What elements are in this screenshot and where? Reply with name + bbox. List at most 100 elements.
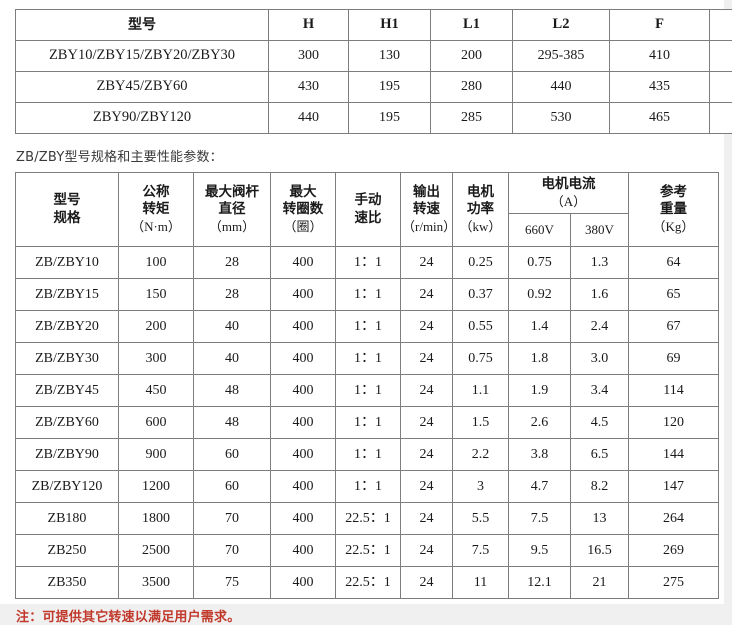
dimensions-cell-f: 435 [610, 72, 710, 103]
performance-header-turns-line1: 最大 [272, 184, 334, 202]
dimensions-cell-f: 465 [610, 103, 710, 134]
perf-cell-current-380v: 2.4 [571, 311, 629, 343]
perf-cell-weight: 264 [629, 503, 719, 535]
dimensions-header-f: F [610, 10, 710, 41]
perf-cell-weight: 120 [629, 407, 719, 439]
dimensions-cell-phid: 350 [710, 41, 732, 72]
performance-header-torque-line2: 转矩 [120, 201, 192, 219]
perf-cell-stem: 70 [194, 535, 271, 567]
table-row: ZBY90/ZBY120 440 195 285 530 465 500 [16, 103, 732, 134]
dimensions-cell-model: ZBY10/ZBY15/ZBY20/ZBY30 [16, 41, 269, 72]
performance-header-ratio-line1: 手动 [337, 192, 399, 210]
performance-header-current-unit: （A） [510, 194, 627, 211]
perf-cell-power: 0.55 [453, 311, 509, 343]
dimensions-cell-h: 300 [269, 41, 349, 72]
performance-header-power-line2: 功率 [454, 201, 507, 219]
perf-cell-turns: 400 [271, 343, 336, 375]
perf-cell-turns: 400 [271, 375, 336, 407]
perf-cell-current-380v: 21 [571, 567, 629, 599]
perf-cell-power: 0.37 [453, 279, 509, 311]
performance-header-torque: 公称 转矩 （N·m） [119, 173, 194, 247]
performance-header-380v-label: 380V [585, 222, 614, 237]
dimensions-cell-model: ZBY90/ZBY120 [16, 103, 269, 134]
performance-header-speed-line2: 转速 [402, 201, 451, 219]
perf-cell-current-380v: 3.4 [571, 375, 629, 407]
perf-cell-turns: 400 [271, 439, 336, 471]
dimensions-cell-f: 410 [610, 41, 710, 72]
performance-header-output-speed: 输出 转速 （r/min） [401, 173, 453, 247]
perf-cell-ratio: 1：1 [336, 311, 401, 343]
perf-cell-torque: 600 [119, 407, 194, 439]
table-row: ZBY10/ZBY15/ZBY20/ZBY30 300 130 200 295-… [16, 41, 732, 72]
perf-cell-speed: 24 [401, 247, 453, 279]
performance-header-660v-label: 660V [525, 222, 554, 237]
dimensions-cell-h: 430 [269, 72, 349, 103]
perf-cell-stem: 48 [194, 407, 271, 439]
perf-cell-speed: 24 [401, 439, 453, 471]
perf-cell-ratio: 22.5：1 [336, 503, 401, 535]
perf-cell-turns: 400 [271, 311, 336, 343]
perf-cell-weight: 64 [629, 247, 719, 279]
performance-header-stem-unit: （mm） [195, 219, 269, 236]
perf-cell-stem: 48 [194, 375, 271, 407]
perf-cell-speed: 24 [401, 375, 453, 407]
perf-cell-current-660v: 4.7 [509, 471, 571, 503]
performance-header-speed-line1: 输出 [402, 184, 451, 202]
performance-header-weight-unit: （Kg） [630, 219, 717, 236]
perf-cell-model: ZB/ZBY60 [16, 407, 119, 439]
perf-cell-stem: 28 [194, 279, 271, 311]
table-row: ZB350 3500 75 400 22.5：1 24 11 12.1 21 2… [16, 567, 719, 599]
section-title: ZB/ZBY型号规格和主要性能参数： [16, 146, 710, 165]
perf-cell-stem: 28 [194, 247, 271, 279]
perf-cell-weight: 269 [629, 535, 719, 567]
perf-cell-ratio: 1：1 [336, 471, 401, 503]
perf-cell-ratio: 1：1 [336, 279, 401, 311]
dimensions-table: 型号 H H1 L1 L2 F ΦD ZBY10/ZBY15/ZBY20/ZBY… [15, 9, 732, 134]
perf-cell-power: 0.25 [453, 247, 509, 279]
perf-cell-power: 3 [453, 471, 509, 503]
perf-cell-stem: 40 [194, 311, 271, 343]
perf-cell-current-660v: 1.4 [509, 311, 571, 343]
dimensions-header-h1: H1 [349, 10, 431, 41]
perf-cell-turns: 400 [271, 279, 336, 311]
perf-cell-ratio: 22.5：1 [336, 567, 401, 599]
table-row: ZB/ZBY10 100 28 400 1：1 24 0.25 0.75 1.3… [16, 247, 719, 279]
dimensions-cell-h1: 195 [349, 72, 431, 103]
perf-cell-speed: 24 [401, 279, 453, 311]
perf-cell-model: ZB/ZBY10 [16, 247, 119, 279]
dimensions-cell-l1: 285 [431, 103, 513, 134]
perf-cell-current-660v: 9.5 [509, 535, 571, 567]
dimensions-header-l2: L2 [513, 10, 610, 41]
perf-cell-ratio: 1：1 [336, 439, 401, 471]
perf-cell-stem: 70 [194, 503, 271, 535]
dimensions-cell-h1: 195 [349, 103, 431, 134]
perf-cell-speed: 24 [401, 471, 453, 503]
perf-cell-current-380v: 1.3 [571, 247, 629, 279]
dimensions-cell-l1: 280 [431, 72, 513, 103]
perf-cell-weight: 65 [629, 279, 719, 311]
perf-cell-speed: 24 [401, 343, 453, 375]
perf-cell-current-660v: 1.9 [509, 375, 571, 407]
table-row: ZB250 2500 70 400 22.5：1 24 7.5 9.5 16.5… [16, 535, 719, 567]
perf-cell-power: 1.1 [453, 375, 509, 407]
perf-cell-speed: 24 [401, 503, 453, 535]
perf-cell-torque: 450 [119, 375, 194, 407]
perf-cell-torque: 150 [119, 279, 194, 311]
perf-cell-torque: 100 [119, 247, 194, 279]
perf-cell-turns: 400 [271, 407, 336, 439]
table-row: ZB/ZBY120 1200 60 400 1：1 24 3 4.7 8.2 1… [16, 471, 719, 503]
performance-header-power-line1: 电机 [454, 184, 507, 202]
perf-cell-power: 7.5 [453, 535, 509, 567]
perf-cell-stem: 40 [194, 343, 271, 375]
performance-header-manual-ratio: 手动 速比 [336, 173, 401, 247]
performance-header-max-turns: 最大 转圈数 （圈） [271, 173, 336, 247]
table-row: ZB180 1800 70 400 22.5：1 24 5.5 7.5 13 2… [16, 503, 719, 535]
perf-cell-current-380v: 4.5 [571, 407, 629, 439]
perf-cell-turns: 400 [271, 535, 336, 567]
perf-cell-model: ZB/ZBY15 [16, 279, 119, 311]
dimensions-cell-h1: 130 [349, 41, 431, 72]
perf-cell-ratio: 1：1 [336, 247, 401, 279]
performance-header-model-line1: 型号 [17, 192, 117, 210]
perf-cell-current-380v: 6.5 [571, 439, 629, 471]
